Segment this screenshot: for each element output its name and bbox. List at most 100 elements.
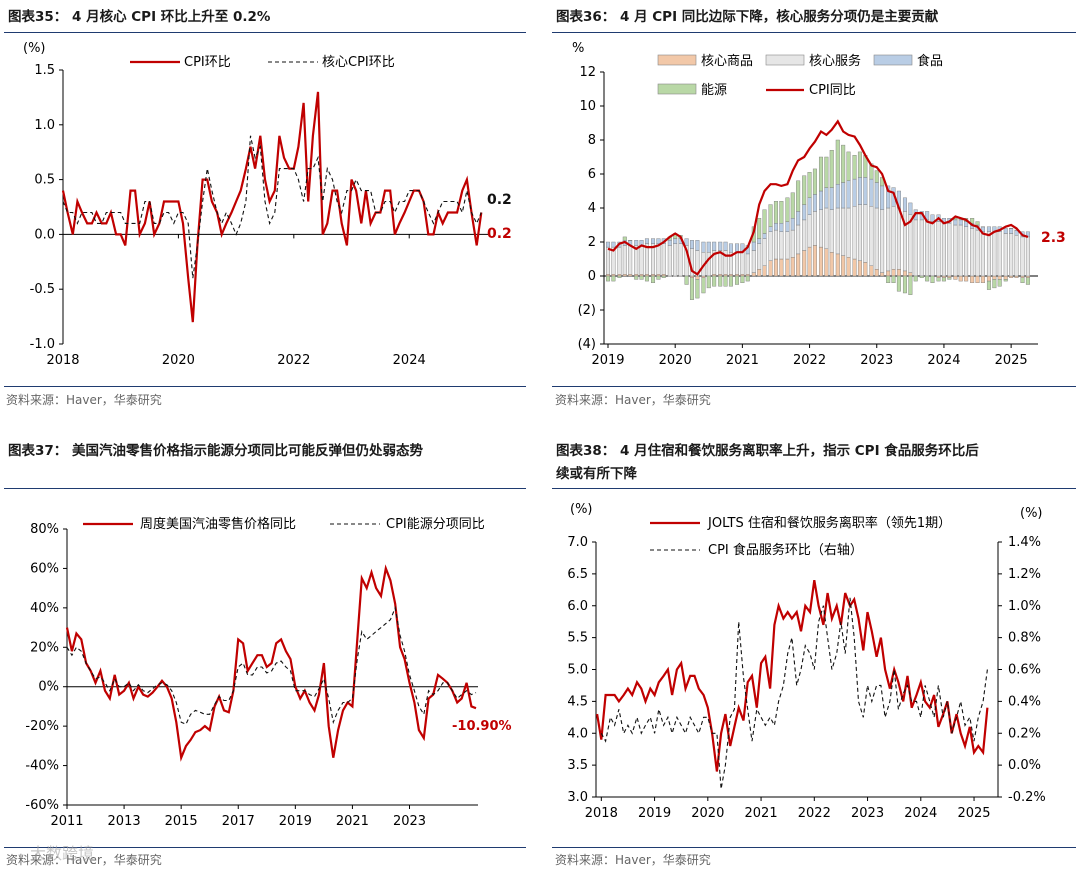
bar-segment-核心商品	[886, 270, 891, 277]
bar-segment-食品	[829, 187, 834, 210]
bar-segment-核心服务	[975, 229, 980, 277]
bar-segment-核心服务	[941, 223, 946, 277]
bar-segment-食品	[790, 217, 795, 231]
bar-segment-核心服务	[891, 206, 896, 270]
y-tick-label: -0.5	[30, 282, 55, 297]
bar-segment-食品	[712, 241, 717, 251]
bar-segment-核心商品	[869, 265, 874, 277]
bar-segment-能源	[768, 204, 773, 227]
legend-label-core: 核心CPI环比	[322, 55, 395, 70]
bar-segment-食品	[857, 177, 862, 205]
x-tick-label: 2019	[279, 814, 312, 829]
y-tick-label: 6.0	[567, 599, 588, 614]
x-tick-label: 2020	[659, 353, 692, 368]
x-tick-label: 2023	[851, 806, 884, 821]
bar-segment-核心商品	[644, 274, 649, 277]
bar-segment-核心商品	[751, 272, 756, 277]
y-tick-label: 6	[588, 167, 596, 182]
bar-segment-核心服务	[930, 221, 935, 277]
bar-segment-核心商品	[740, 274, 745, 277]
bar-segment-食品	[667, 240, 672, 246]
bar-segment-核心商品	[745, 274, 750, 277]
bar-segment-食品	[886, 185, 891, 209]
bar-segment-能源	[634, 275, 639, 280]
chart-35-title-rule	[4, 32, 526, 33]
bar-segment-能源	[841, 144, 846, 183]
bar-segment-核心服务	[925, 219, 930, 277]
bar-segment-核心服务	[964, 226, 969, 277]
y2-tick-label: 1.2%	[1008, 567, 1041, 582]
y2-tick-label: 0.2%	[1008, 726, 1041, 741]
y-tick-label: (4)	[578, 337, 596, 352]
chart-36-cpi-yoy-contrib: 12 10 8 6 4 2 0 (2) (4)2019 2020 2021 2022 2023 2024 2…	[572, 41, 1066, 368]
bar-segment-核心服务	[622, 245, 627, 275]
bar-segment-能源	[1025, 277, 1030, 285]
bar-segment-核心商品	[661, 274, 666, 277]
bar-segment-核心商品	[628, 274, 633, 277]
bar-segment-食品	[818, 190, 823, 210]
y-tick-label: 3.0	[567, 790, 588, 805]
bar-segment-食品	[644, 238, 649, 244]
chart-36-source-rule	[552, 386, 1076, 387]
x-tick-label: 2011	[50, 814, 83, 829]
bar-segment-能源	[930, 275, 935, 284]
bar-segment-食品	[930, 214, 935, 222]
y-tick-label: 80%	[30, 522, 59, 537]
bar-segment-核心服务	[886, 207, 891, 272]
annotation-cpi-yoy: 2.3	[1041, 230, 1066, 246]
bar-segment-核心商品	[689, 275, 694, 278]
x-tick-label: 2013	[108, 814, 141, 829]
bar-segment-能源	[891, 275, 896, 284]
bar-segment-核心服务	[986, 231, 991, 277]
bar-segment-食品	[656, 238, 661, 244]
bar-segment-核心商品	[1014, 275, 1019, 278]
bar-segment-食品	[651, 238, 656, 244]
bar-segment-食品	[1003, 228, 1008, 234]
bar-segment-能源	[997, 279, 1002, 287]
y-tick-label: 1.0	[34, 118, 55, 133]
x-tick-label: 2019	[638, 806, 671, 821]
bar-segment-食品	[902, 197, 907, 212]
y-unit-right: (%)	[1020, 506, 1043, 521]
bar-segment-核心服务	[667, 245, 672, 277]
bar-segment-核心商品	[1003, 275, 1008, 280]
bar-segment-食品	[723, 241, 728, 251]
y-tick-label: 20%	[30, 640, 59, 655]
core-cpi-mom-line	[62, 135, 482, 279]
jolts-quit-rate-line	[596, 580, 989, 772]
legend-label: 核心商品	[701, 54, 753, 69]
bar-segment-核心商品	[622, 274, 627, 277]
bar-segment-能源	[874, 170, 879, 183]
chart-38-title-line2: 续或有所下降	[556, 466, 637, 482]
bar-segment-核心商品	[980, 275, 985, 284]
y-tick-label: 60%	[30, 561, 59, 576]
bar-segment-核心商品	[997, 275, 1002, 280]
bar-segment-核心商品	[695, 275, 700, 280]
bar-segment-食品	[751, 241, 756, 251]
y-tick-label: 6.5	[567, 567, 588, 582]
x-tick-label: 2018	[585, 806, 618, 821]
bar-segment-核心服务	[1003, 233, 1008, 277]
bar-segment-能源	[947, 277, 952, 280]
y-tick-label: 0.0	[34, 227, 55, 242]
bar-segment-核心商品	[785, 258, 790, 277]
bar-segment-能源	[606, 275, 611, 282]
bar-segment-核心商品	[639, 274, 644, 277]
bar-segment-能源	[975, 221, 980, 226]
bar-segment-核心服务	[628, 245, 633, 275]
bar-segment-核心服务	[829, 209, 834, 253]
bar-segment-核心服务	[606, 246, 611, 275]
bar-segment-核心服务	[869, 206, 874, 267]
bar-segment-食品	[757, 238, 762, 244]
annotation-cpi: 0.2	[487, 226, 512, 242]
bar-segment-能源	[695, 279, 700, 299]
bar-segment-能源	[913, 275, 918, 282]
bar-segment-食品	[779, 223, 784, 233]
bar-segment-食品	[841, 182, 846, 209]
legend-label: 食品	[917, 53, 943, 69]
bar-segment-能源	[835, 139, 840, 185]
y-tick-label: (2)	[578, 303, 596, 318]
y-tick-label: 1.5	[34, 63, 55, 78]
bar-segment-食品	[673, 238, 678, 244]
bar-segment-食品	[684, 238, 689, 246]
